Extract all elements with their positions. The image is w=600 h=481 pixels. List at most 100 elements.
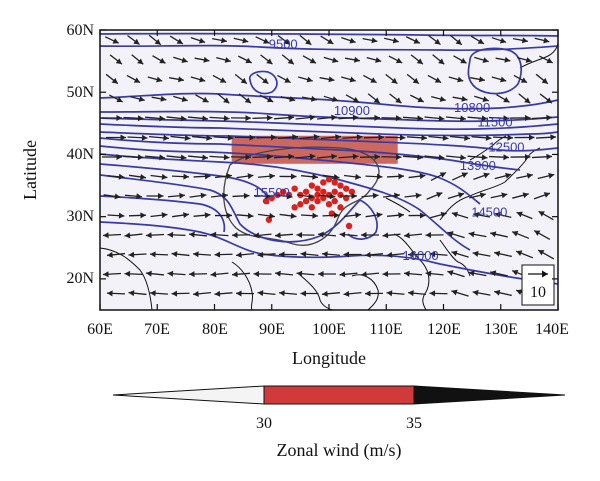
wind-vector <box>277 134 299 141</box>
wind-vector <box>171 251 190 258</box>
colorbar-tick-label: 30 <box>256 415 272 432</box>
x-tick-label: 100E <box>312 321 346 338</box>
wind-vector <box>279 173 297 180</box>
wind-vector <box>212 37 227 44</box>
wind-vector <box>467 154 488 161</box>
wind-vector <box>381 154 402 161</box>
wind-vector <box>389 93 402 104</box>
wind-vector <box>190 37 206 44</box>
wind-vector <box>214 290 233 297</box>
wind-vector <box>234 134 256 141</box>
wind-vector <box>147 76 163 83</box>
wind-vector <box>321 290 341 297</box>
wind-vector <box>253 232 272 239</box>
wind-vector <box>236 212 254 219</box>
wind-vector <box>410 54 424 65</box>
wind-vector <box>171 173 190 180</box>
wind-vector <box>430 171 447 182</box>
y-tick-label: 50N <box>66 84 94 101</box>
wind-vector <box>230 154 252 161</box>
wind-vector <box>490 270 508 277</box>
wind-vector <box>167 270 186 277</box>
plateau-outline <box>223 146 380 246</box>
wind-vector <box>429 251 448 258</box>
wind-vector <box>428 34 441 46</box>
wind-vector <box>323 95 339 102</box>
contour-label: 15500 <box>254 185 290 200</box>
wind-vector <box>342 134 363 141</box>
precip-point <box>291 185 298 192</box>
wind-vector <box>260 54 273 65</box>
wind-vector <box>426 192 443 200</box>
wind-vector <box>516 172 533 179</box>
wind-vector <box>361 192 379 199</box>
wind-vector <box>470 35 485 45</box>
wind-vector <box>273 114 295 121</box>
wind-vector <box>169 35 184 45</box>
wind-vector <box>407 290 427 297</box>
wind-vector <box>494 211 512 218</box>
wind-vector <box>538 210 554 221</box>
wind-vector <box>452 95 468 102</box>
wind-vector <box>359 153 381 160</box>
wind-vector <box>491 76 507 83</box>
wind-vector <box>322 212 340 219</box>
wind-vector <box>149 290 169 297</box>
contour-label: 12500 <box>488 139 524 154</box>
wind-vector <box>385 73 398 85</box>
wind-vector <box>300 290 319 297</box>
wind-vector <box>316 114 338 121</box>
wind-vector <box>491 37 507 44</box>
precip-point <box>302 197 310 205</box>
wind-vector <box>281 54 295 65</box>
wind-vector <box>214 251 233 258</box>
colorbar-tick-label: 35 <box>406 415 422 432</box>
wind-vector <box>360 232 380 239</box>
wind-vector <box>275 193 293 200</box>
wind-vector <box>257 173 276 180</box>
wind-vector <box>360 271 380 278</box>
wind-vector <box>467 115 488 122</box>
wind-vector <box>187 154 209 161</box>
wind-vector <box>534 37 550 44</box>
wind-vector <box>535 134 557 141</box>
wind-vector <box>148 34 162 46</box>
wind-vector <box>451 250 469 258</box>
wind-vector <box>320 134 342 141</box>
wind-vector <box>235 251 255 258</box>
wind-vector <box>170 134 191 141</box>
wind-vector <box>490 231 508 238</box>
wind-vector <box>431 96 446 102</box>
colorbar-high-segment <box>413 385 566 405</box>
contour-label: 10900 <box>334 103 370 118</box>
wind-vector <box>381 115 402 122</box>
precip-point <box>337 204 344 211</box>
precip-point <box>302 188 310 195</box>
wind-vector <box>234 73 248 85</box>
wind-vector <box>402 154 424 161</box>
wind-vector <box>343 173 362 180</box>
wind-vector <box>516 211 533 220</box>
wind-vector <box>445 115 467 122</box>
wind-vector <box>257 212 276 219</box>
wind-vector <box>214 173 233 180</box>
precip-point <box>337 191 344 199</box>
x-tick-label: 90E <box>259 321 285 338</box>
wind-vector <box>188 231 208 238</box>
wind-vector <box>148 134 170 141</box>
wind-vector <box>296 231 315 238</box>
wind-vector <box>193 173 211 180</box>
wind-vector <box>296 270 315 277</box>
wind-vector <box>447 231 465 239</box>
wind-vector <box>533 192 551 200</box>
wind-vector <box>102 154 122 160</box>
wind-vector <box>217 93 230 104</box>
precip-point <box>331 197 338 205</box>
wind-vector <box>171 290 190 297</box>
wind-vector <box>424 115 445 122</box>
wind-vector <box>317 231 337 238</box>
wind-vector <box>471 134 492 141</box>
precip-point <box>308 204 316 211</box>
wind-vector <box>105 73 119 85</box>
wind-vector <box>323 56 339 63</box>
